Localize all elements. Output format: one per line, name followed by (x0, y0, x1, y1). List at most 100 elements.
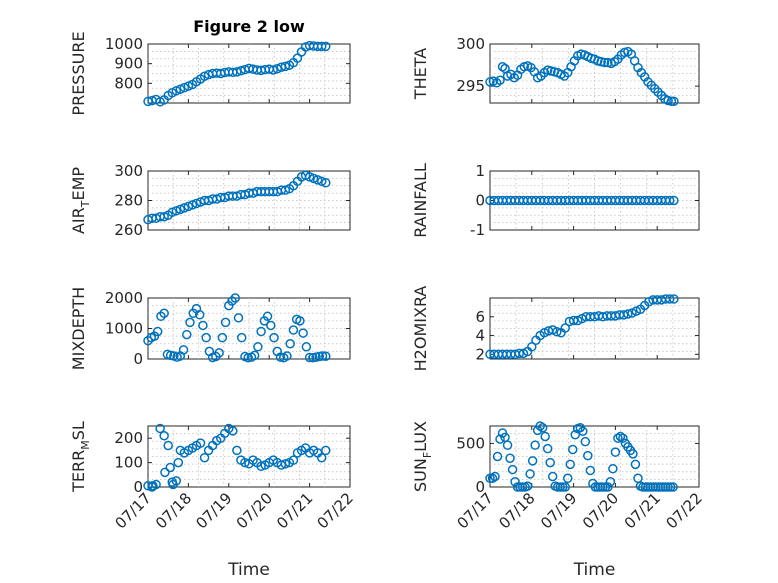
x-tick-label: 07/21 (621, 489, 664, 532)
data-point (253, 342, 263, 352)
data-point (301, 342, 312, 352)
y-axis-label: SUNFLUX (411, 421, 434, 492)
y-tick-label: 1000 (105, 35, 143, 53)
data-point (316, 41, 327, 52)
data-point (545, 457, 555, 468)
data-point (664, 195, 675, 206)
data-point (321, 41, 331, 52)
data-point (497, 62, 508, 72)
y-tick-label: 300 (114, 162, 143, 180)
data-point (530, 440, 540, 450)
x-axis-label: Time (573, 560, 616, 580)
data-point (194, 310, 205, 320)
y-tick-label: 260 (114, 221, 143, 239)
data-point (578, 426, 588, 436)
data-point (233, 313, 244, 323)
data-point (583, 450, 593, 461)
data-point (280, 185, 291, 195)
data-point (173, 457, 184, 468)
data-point (280, 459, 291, 469)
data-point (159, 211, 169, 222)
data-point (298, 328, 308, 338)
data-point (183, 201, 194, 212)
data-point (613, 433, 623, 443)
data-point (535, 421, 545, 431)
data-point (623, 309, 633, 319)
y-tick-label: 900 (114, 55, 143, 73)
data-point (152, 326, 163, 337)
data-point (285, 339, 295, 349)
y-tick-label: 0 (475, 192, 485, 210)
axes-terr-msl: 07/1707/1807/1907/2007/2107/220100200TER… (69, 421, 357, 580)
data-point (560, 323, 570, 333)
data-point (317, 351, 328, 361)
y-tick-label: 0 (133, 350, 143, 368)
data-point (198, 320, 208, 331)
data-point (610, 447, 621, 457)
y-tick-label: 2 (475, 345, 485, 363)
data-point (179, 203, 190, 213)
data-point (168, 479, 178, 490)
x-axis-label: Time (227, 560, 270, 580)
data-point (304, 172, 315, 182)
data-point (288, 455, 299, 465)
data-point (167, 207, 177, 218)
data-point (220, 317, 231, 328)
x-tick-label: 07/19 (192, 489, 235, 532)
data-point (527, 342, 537, 352)
data-point (669, 195, 679, 206)
y-axis-label: MIXDEPTH (69, 287, 88, 370)
data-point (316, 452, 327, 463)
data-point (608, 463, 618, 474)
y-tick-label: 1000 (105, 320, 143, 338)
data-point (182, 329, 192, 340)
data-point (228, 426, 238, 436)
chart-title: Figure 2 low (193, 17, 305, 36)
x-tick-label: 07/20 (233, 489, 276, 532)
data-point (507, 464, 518, 475)
data-point (214, 348, 224, 358)
data-point (276, 460, 287, 470)
data-point (628, 449, 638, 459)
y-tick-label: 100 (114, 454, 143, 472)
data-point (304, 352, 315, 363)
data-point (495, 434, 505, 444)
data-point (490, 471, 500, 482)
axes-sun-flux: 07/1707/1807/1907/2007/2107/220500SUNFLU… (411, 421, 706, 580)
x-tick-label: 07/22 (663, 489, 706, 532)
data-point (256, 461, 266, 472)
axes-mixdepth: 0 1000 2000 MIXDEPTH (69, 287, 351, 370)
data-point (565, 459, 576, 470)
data-point (599, 57, 610, 68)
data-point (195, 438, 206, 448)
y-tick-label: -1 (470, 221, 485, 239)
y-axis-label: PRESSURE (69, 31, 88, 115)
axes-rainfall: -1 0 1 RAINFALL (411, 162, 700, 239)
data-point (630, 459, 641, 470)
data-point (312, 175, 323, 185)
axes-theta: 295 300 THETA (411, 35, 700, 107)
data-point (185, 317, 195, 328)
data-point (568, 444, 578, 455)
data-point (321, 351, 331, 362)
data-point (585, 465, 596, 476)
data-point (268, 65, 278, 75)
data-point (288, 325, 299, 335)
data-point (487, 473, 498, 484)
x-tick-label: 07/18 (495, 489, 538, 532)
data-point (155, 423, 165, 434)
x-tick-label: 07/22 (314, 489, 357, 532)
data-point (295, 316, 305, 326)
data-point (664, 294, 675, 304)
data-point (199, 452, 210, 463)
data-point (321, 178, 331, 188)
data-point (668, 482, 678, 492)
data-point (266, 320, 276, 331)
data-point (495, 75, 505, 85)
y-tick-label: 6 (475, 308, 485, 326)
data-point (217, 332, 228, 343)
data-point (256, 326, 266, 337)
data-point (280, 61, 291, 72)
data-point (580, 436, 591, 447)
